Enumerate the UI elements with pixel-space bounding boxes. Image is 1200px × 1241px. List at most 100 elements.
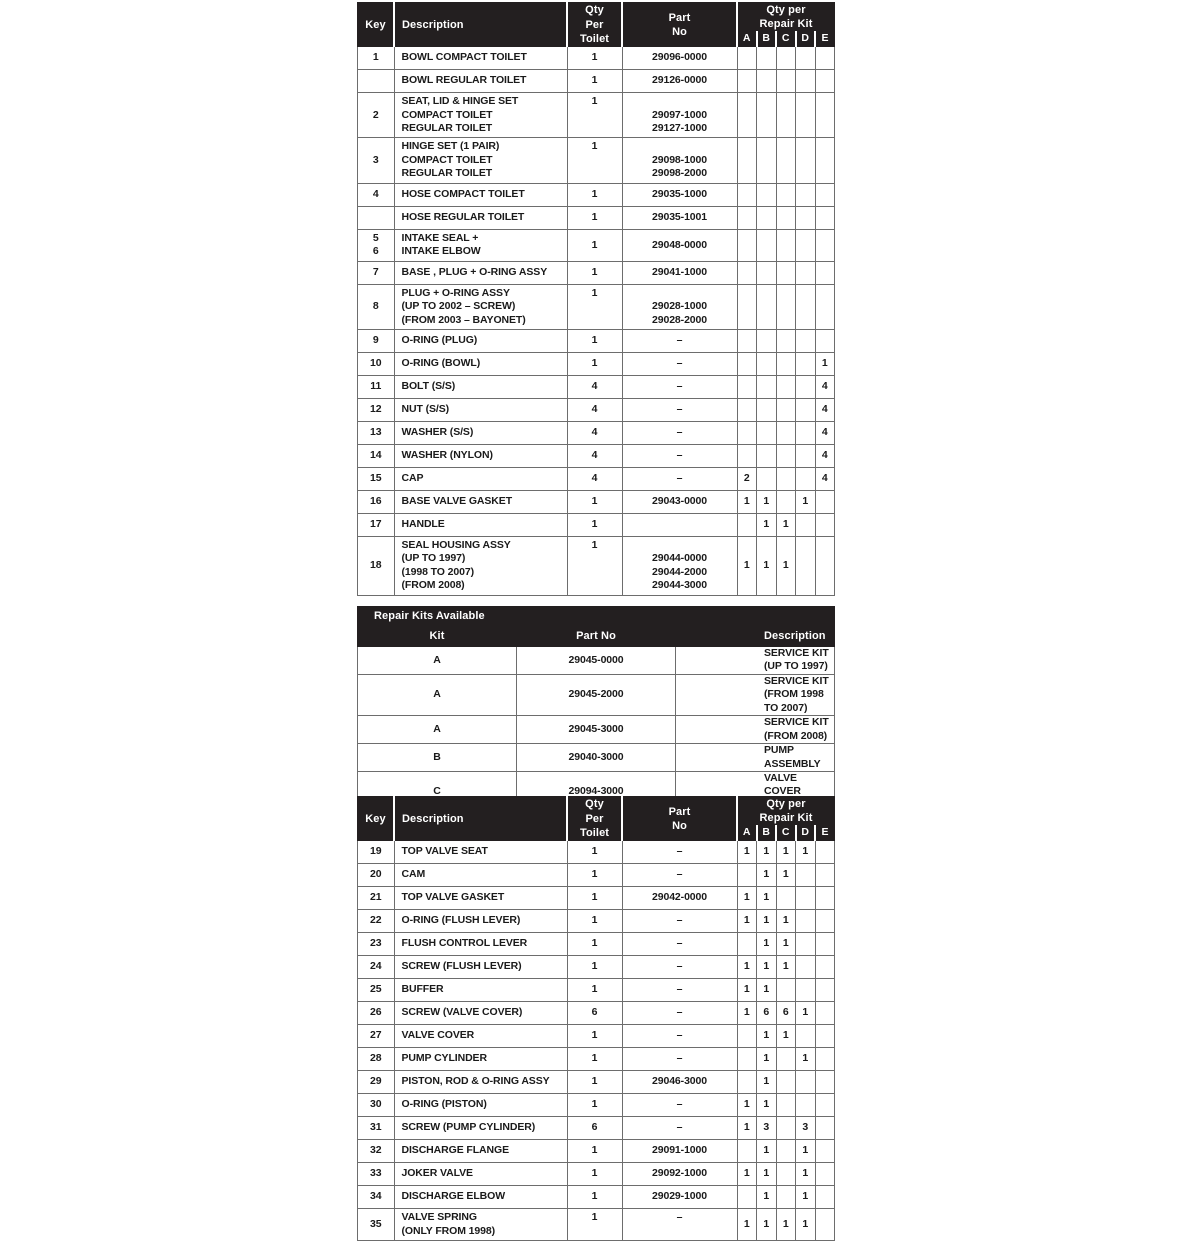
cell-kit-b [756, 351, 777, 376]
cell-part-no: – [621, 1047, 738, 1072]
cell-kit-e [814, 228, 835, 262]
cell-part-no: – [621, 397, 738, 422]
cell-description: SCREW (FLUSH LEVER) [393, 955, 568, 980]
header-kit-a: A [736, 825, 758, 842]
header-qty-line3: Toilet [579, 826, 610, 839]
cell-line: HOSE COMPACT TOILET [401, 188, 525, 201]
cell-line: 29028-1000 [651, 300, 708, 313]
cell-line: 29048-0000 [651, 238, 708, 251]
cell-line: – [676, 472, 683, 485]
cell-key: 32 [357, 1139, 395, 1164]
cell-kit-a [736, 374, 757, 399]
cell-line: TOP VALVE GASKET [401, 891, 505, 904]
cell-line: 29042-0000 [651, 891, 708, 904]
cell-line: (1998 TO 2007) [401, 565, 475, 578]
cell-key: 34 [357, 1185, 395, 1210]
table-row: 27 VALVE COVER 1–1 1 [357, 1024, 835, 1049]
cell-kit-part-no: 29045-2000 [516, 673, 676, 717]
header-part-line2: No [672, 25, 687, 38]
cell-kit-c [775, 1162, 796, 1187]
cell-kit-c [775, 1139, 796, 1164]
cell-kit-e [814, 1139, 835, 1164]
repair-kits-header: Repair Kits Available Kit Part No Descri… [357, 606, 835, 647]
cell-kit-d [795, 92, 816, 139]
cell-kit-d [795, 260, 816, 285]
cell-description: HOSE COMPACT TOILET [393, 182, 568, 207]
cell-kit-d [795, 1024, 816, 1049]
cell-line: 1 [591, 845, 598, 858]
cell-key: 13 [357, 420, 395, 445]
cell-kit-c: 1 [775, 1024, 796, 1049]
cell-kit-d [795, 374, 816, 399]
cell-kit-c [775, 351, 796, 376]
cell-kit-e [814, 283, 835, 330]
cell-kit-e: 4 [814, 443, 835, 468]
cell-kit-b [756, 260, 777, 285]
cell-description: HOSE REGULAR TOILET [393, 205, 568, 230]
cell-line: 29098-1000 [651, 153, 708, 166]
cell-qty-per-toilet: 1 [566, 69, 623, 94]
cell-line [568, 109, 622, 122]
cell-key: 15 [357, 466, 395, 491]
cell-kit-c [775, 137, 796, 184]
cell-line: 4 [591, 472, 598, 485]
cell-part-no: – [621, 863, 738, 888]
cell-line: 34 [370, 1190, 382, 1203]
cell-line: 32 [370, 1144, 382, 1157]
cell-kit-a [736, 420, 757, 445]
cell-kit-d [795, 535, 816, 596]
header-kit-b: B [756, 825, 777, 842]
cell-qty-per-toilet: 1 [566, 137, 623, 184]
header-kit-a: A [736, 31, 758, 48]
cell-kit-d [795, 1093, 816, 1118]
table-row: 22 O-RING (FLUSH LEVER) 1–1 1 1 [357, 909, 835, 934]
cell-kit-b [756, 443, 777, 468]
cell-kit-e [814, 1047, 835, 1072]
cell-line: 1 [591, 1052, 598, 1065]
cell-part-no: 29048-0000 [621, 228, 738, 262]
cell-kit-e [814, 863, 835, 888]
cell-kit-a: 1 [736, 955, 757, 980]
cell-kit-b [756, 46, 777, 71]
cell-kit-a: 2 [736, 466, 757, 491]
cell-key: 9 [357, 328, 395, 353]
cell-key: 4 [357, 182, 395, 207]
cell-kit-d: 1 [795, 1047, 816, 1072]
cell-kit-e [814, 182, 835, 207]
header-part-line2: No [672, 819, 687, 832]
cell-line: HOSE REGULAR TOILET [401, 211, 525, 224]
cell-kit-d [795, 420, 816, 445]
cell-kit-c [775, 1116, 796, 1141]
cell-line: HANDLE [401, 518, 445, 531]
cell-line: BASE , PLUG + O-RING ASSY [401, 265, 548, 278]
cell-qty-per-toilet: 4 [566, 374, 623, 399]
cell-kit-b [756, 466, 777, 491]
header-kit-d: D [795, 31, 816, 48]
cell-line: 1 [591, 1144, 598, 1157]
cell-part-no: – [621, 1024, 738, 1049]
cell-line: 1 [591, 74, 598, 87]
table-row: 31 SCREW (PUMP CYLINDER) 6–1 3 3 [357, 1116, 835, 1141]
cell-kit-a [736, 397, 757, 422]
cell-kit-e: 4 [814, 420, 835, 445]
cell-part-no: – [621, 351, 738, 376]
cell-line: WASHER (S/S) [401, 426, 474, 439]
table-row: 29 PISTON, ROD & O-RING ASSY 1 29046-3000 1 [357, 1070, 835, 1095]
cell-kit-a: 1 [736, 1093, 757, 1118]
cell-line [568, 566, 622, 579]
cell-line: PISTON, ROD & O-RING ASSY [401, 1075, 550, 1088]
cell-line: 1 [591, 265, 598, 278]
cell-kit-c [775, 283, 796, 330]
cell-kit-b: 1 [756, 1162, 777, 1187]
cell-line: 2 [372, 108, 379, 121]
table-row: 2 SEAT, LID & HINGE SET COMPACT TOILET REGU… [357, 92, 835, 139]
cell-kit-a [736, 1070, 757, 1095]
cell-part-no: – [621, 1116, 738, 1141]
cell-line: – [676, 868, 683, 881]
cell-kit-a: 1 [736, 1116, 757, 1141]
cell-qty-per-toilet: 4 [566, 466, 623, 491]
cell-line [623, 140, 737, 153]
cell-kit-d [795, 205, 816, 230]
repair-kits-title: Repair Kits Available [357, 606, 835, 627]
table-row: 34 DISCHARGE ELBOW 1 29029-1000 1 1 [357, 1185, 835, 1210]
